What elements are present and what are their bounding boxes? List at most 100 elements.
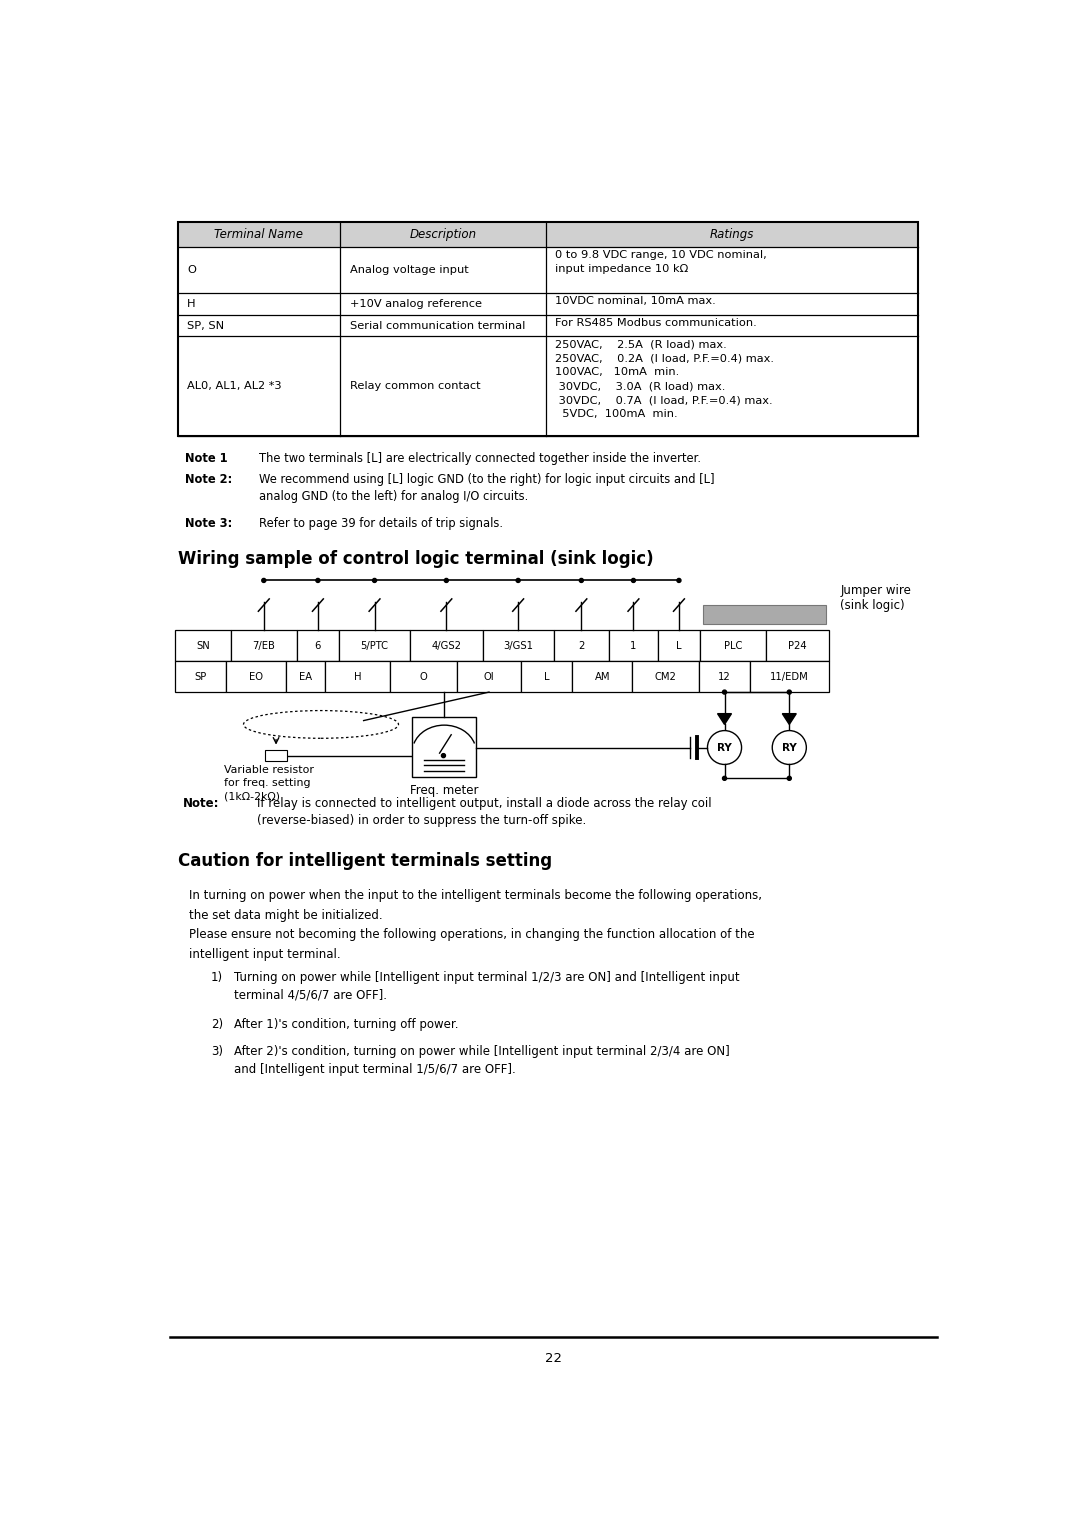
- Text: intelligent input terminal.: intelligent input terminal.: [189, 948, 341, 961]
- Text: If relay is connected to intelligent output, install a diode across the relay co: If relay is connected to intelligent out…: [257, 797, 712, 827]
- Text: Wiring sample of control logic terminal (sink logic): Wiring sample of control logic terminal …: [177, 549, 653, 568]
- Text: AL0, AL1, AL2 *3: AL0, AL1, AL2 *3: [187, 382, 282, 391]
- Text: Analog voltage input: Analog voltage input: [350, 266, 469, 275]
- Text: Note:: Note:: [183, 797, 219, 810]
- Bar: [175, 630, 231, 661]
- Bar: [266, 749, 287, 761]
- Text: 1): 1): [211, 971, 224, 984]
- Bar: [609, 630, 658, 661]
- Text: EO: EO: [249, 671, 264, 682]
- Bar: [413, 717, 476, 777]
- Bar: [572, 661, 633, 693]
- Bar: [633, 661, 699, 693]
- Text: P24: P24: [788, 641, 807, 652]
- Text: 12: 12: [718, 671, 731, 682]
- Text: H: H: [187, 299, 195, 308]
- Circle shape: [516, 578, 521, 583]
- Text: 250VAC,    2.5A  (R load) max.
250VAC,    0.2A  (I load, P.F.=0.4) max.
100VAC, : 250VAC, 2.5A (R load) max. 250VAC, 0.2A …: [555, 339, 774, 420]
- Circle shape: [723, 777, 727, 780]
- Text: SN: SN: [197, 641, 210, 652]
- Text: 6: 6: [314, 641, 321, 652]
- Text: 1: 1: [631, 641, 636, 652]
- Text: The two terminals [L] are electrically connected together inside the inverter.: The two terminals [L] are electrically c…: [259, 452, 701, 465]
- Text: 7/EB: 7/EB: [253, 641, 275, 652]
- Circle shape: [787, 777, 792, 780]
- Text: Please ensure not becoming the following operations, in changing the function al: Please ensure not becoming the following…: [189, 928, 755, 942]
- Bar: [297, 630, 339, 661]
- Text: After 1)'s condition, turning off power.: After 1)'s condition, turning off power.: [234, 1018, 459, 1030]
- Text: SP: SP: [194, 671, 207, 682]
- Bar: [554, 630, 609, 661]
- Circle shape: [677, 578, 681, 583]
- Text: 0 to 9.8 VDC range, 10 VDC nominal,
input impedance 10 kΩ: 0 to 9.8 VDC range, 10 VDC nominal, inpu…: [555, 250, 767, 275]
- Circle shape: [444, 578, 448, 583]
- Text: 5/PTC: 5/PTC: [361, 641, 389, 652]
- Text: 2: 2: [578, 641, 584, 652]
- Text: Description: Description: [409, 229, 476, 241]
- Text: RY: RY: [717, 743, 732, 752]
- Text: We recommend using [L] logic GND (to the right) for logic input circuits and [L]: We recommend using [L] logic GND (to the…: [259, 473, 715, 504]
- Bar: [340, 223, 545, 247]
- Bar: [699, 661, 750, 693]
- Text: RY: RY: [782, 743, 797, 752]
- Text: O: O: [419, 671, 428, 682]
- Bar: [750, 661, 828, 693]
- Text: 3): 3): [211, 1045, 222, 1058]
- Polygon shape: [717, 714, 731, 725]
- Text: OI: OI: [484, 671, 495, 682]
- Text: Terminal Name: Terminal Name: [215, 229, 303, 241]
- Bar: [177, 223, 340, 247]
- Bar: [175, 661, 226, 693]
- Text: Note 2:: Note 2:: [186, 473, 232, 485]
- Text: Refer to page 39 for details of trip signals.: Refer to page 39 for details of trip sig…: [259, 517, 503, 531]
- Text: SP, SN: SP, SN: [187, 320, 224, 331]
- Circle shape: [579, 578, 583, 583]
- Text: 4/GS2: 4/GS2: [431, 641, 461, 652]
- Text: 11/EDM: 11/EDM: [770, 671, 809, 682]
- Circle shape: [373, 578, 377, 583]
- Bar: [231, 630, 297, 661]
- Text: Relay common contact: Relay common contact: [350, 382, 481, 391]
- Text: 3/GS1: 3/GS1: [503, 641, 534, 652]
- Bar: [339, 630, 410, 661]
- Text: Turning on power while [Intelligent input terminal 1/2/3 are ON] and [Intelligen: Turning on power while [Intelligent inpu…: [234, 971, 740, 1001]
- Bar: [457, 661, 522, 693]
- Bar: [226, 661, 286, 693]
- Text: Jumper wire
(sink logic): Jumper wire (sink logic): [840, 584, 912, 612]
- Circle shape: [707, 731, 742, 765]
- Bar: [545, 223, 918, 247]
- Bar: [700, 630, 766, 661]
- Text: Serial communication terminal: Serial communication terminal: [350, 320, 525, 331]
- Text: Note 1: Note 1: [186, 452, 228, 465]
- Text: O: O: [187, 266, 195, 275]
- Text: Caution for intelligent terminals setting: Caution for intelligent terminals settin…: [177, 852, 552, 870]
- Text: Ratings: Ratings: [710, 229, 754, 241]
- Text: 2): 2): [211, 1018, 224, 1030]
- Text: Variable resistor
for freq. setting
(1kΩ-2kΩ): Variable resistor for freq. setting (1kΩ…: [225, 765, 314, 801]
- Bar: [483, 630, 554, 661]
- Polygon shape: [782, 714, 796, 725]
- Text: L: L: [676, 641, 681, 652]
- Circle shape: [772, 731, 807, 765]
- Bar: [390, 661, 457, 693]
- Text: For RS485 Modbus communication.: For RS485 Modbus communication.: [555, 317, 757, 328]
- Text: L: L: [544, 671, 550, 682]
- Bar: [658, 630, 700, 661]
- Text: Note 3:: Note 3:: [186, 517, 232, 531]
- Text: CM2: CM2: [654, 671, 677, 682]
- Text: the set data might be initialized.: the set data might be initialized.: [189, 909, 383, 922]
- Text: AM: AM: [595, 671, 610, 682]
- Circle shape: [261, 578, 266, 583]
- Circle shape: [442, 754, 445, 757]
- Text: H: H: [354, 671, 362, 682]
- Text: 10VDC nominal, 10mA max.: 10VDC nominal, 10mA max.: [555, 296, 716, 307]
- Bar: [286, 661, 325, 693]
- Circle shape: [723, 690, 727, 694]
- Bar: [766, 630, 828, 661]
- Bar: [410, 630, 483, 661]
- Text: In turning on power when the input to the intelligent terminals become the follo: In turning on power when the input to th…: [189, 890, 762, 902]
- Circle shape: [315, 578, 320, 583]
- Text: EA: EA: [299, 671, 312, 682]
- Text: +10V analog reference: +10V analog reference: [350, 299, 482, 308]
- Text: 22: 22: [545, 1352, 562, 1364]
